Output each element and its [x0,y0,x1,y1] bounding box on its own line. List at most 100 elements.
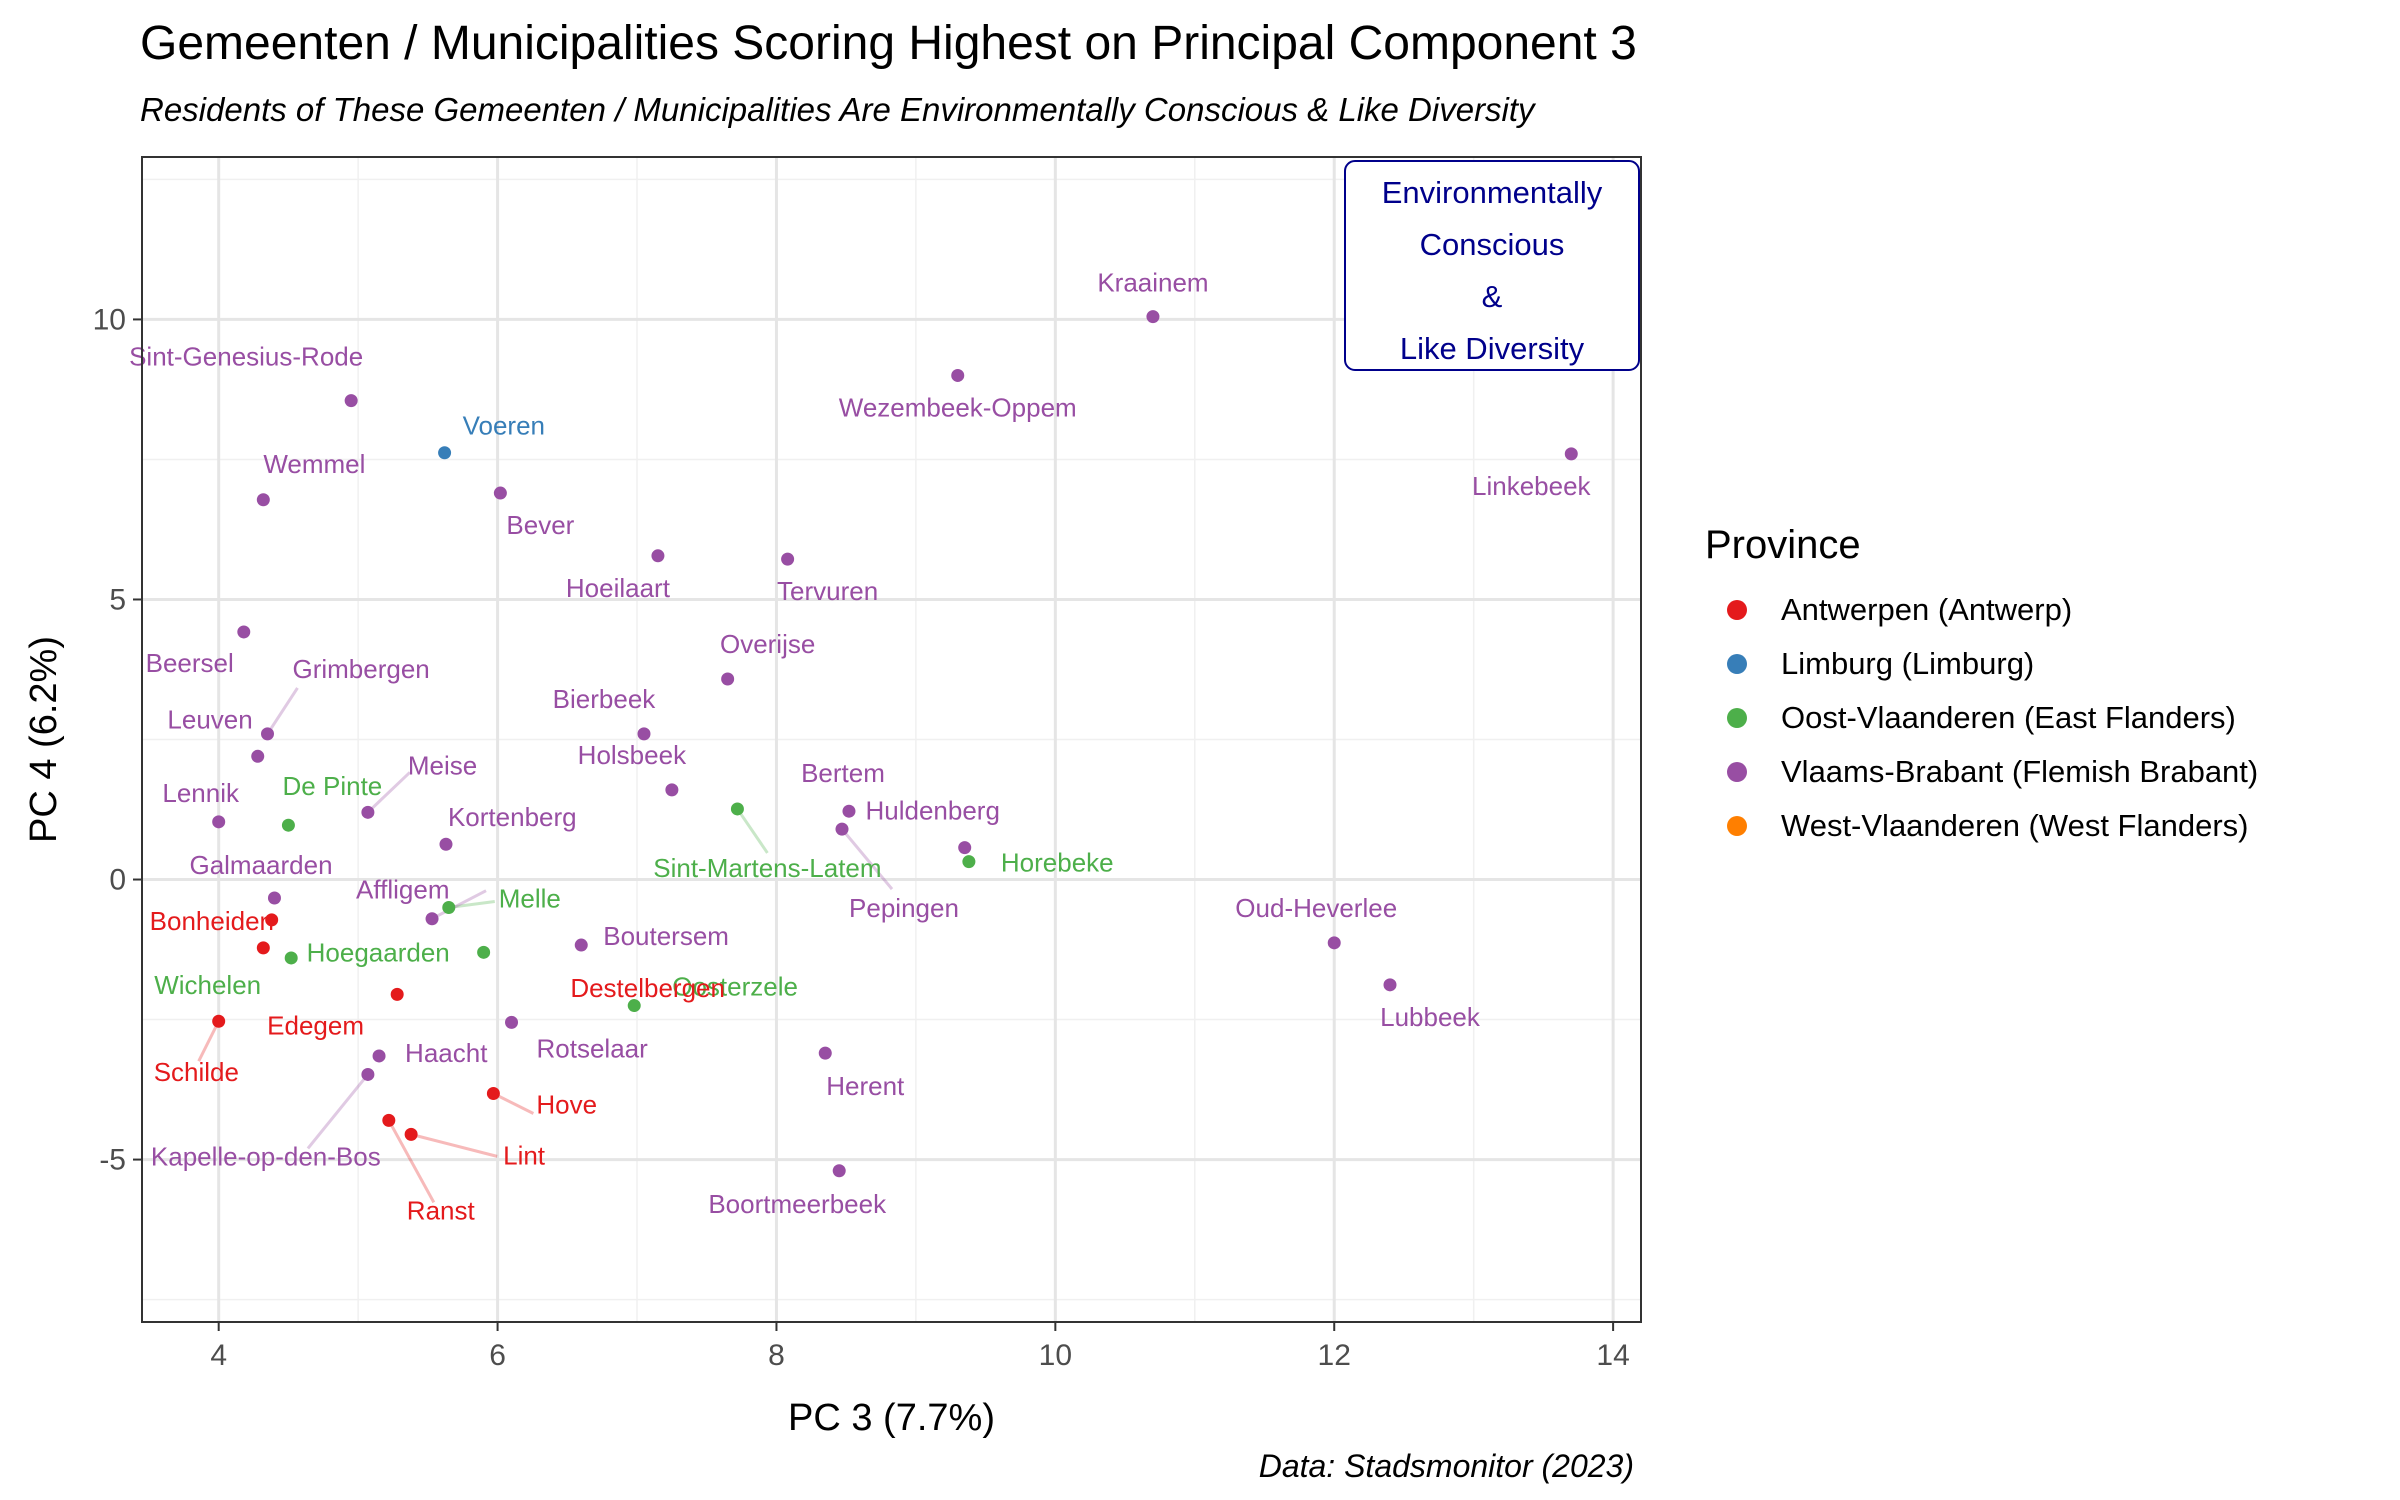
data-point [212,815,226,829]
data-point [962,855,976,869]
x-tick-label: 4 [210,1339,227,1372]
point-label: Grimbergen [292,654,429,684]
data-point [425,912,439,926]
label-leader-line [366,771,411,814]
data-point [361,805,375,819]
annotation-line: Like Diversity [1400,331,1585,366]
data-point [721,672,735,686]
legend-label: Antwerpen (Antwerp) [1781,592,2073,627]
data-point [251,749,265,763]
data-point [627,999,641,1013]
point-label: Bertem [801,758,885,788]
point-label: Sint-Genesius-Rode [129,342,363,372]
annotation-line: & [1482,279,1503,314]
y-tick-label: 0 [109,864,126,897]
point-label: Sint-Martens-Latem [653,853,881,883]
data-point [265,913,279,927]
point-label: Herent [826,1071,905,1101]
point-label: Huldenberg [865,796,999,826]
data-point [1327,936,1341,950]
x-tick-label: 8 [768,1339,785,1372]
point-label: Beersel [146,648,234,678]
data-point [438,446,452,460]
legend-item: West-Vlaanderen (West Flanders) [1705,799,2258,853]
point-label: Oosterzele [672,972,798,1002]
y-tick-label: 5 [109,583,126,616]
point-label: Voeren [463,411,545,441]
label-leader-line [840,828,894,891]
data-point [439,837,453,851]
legend-label: West-Vlaanderen (West Flanders) [1781,808,2249,843]
y-tick-label: -5 [99,1144,126,1177]
x-tick-label: 14 [1596,1339,1629,1372]
legend-swatch [1727,708,1747,728]
point-label: Galmaarden [189,850,332,880]
label-leader-line [448,900,495,910]
data-points [212,310,1578,1178]
data-point [958,841,972,855]
data-point [382,1113,396,1127]
data-point [477,945,491,959]
data-point [212,1014,226,1028]
data-point [842,804,856,818]
data-point [1564,447,1578,461]
point-label: Lennik [162,778,240,808]
data-point [493,486,507,500]
legend-label: Vlaams-Brabant (Flemish Brabant) [1781,754,2259,789]
label-leader-line [306,1073,370,1150]
data-point [835,822,849,836]
point-label: Boutersem [603,921,729,951]
legend-swatch [1727,654,1747,674]
label-leader-line [197,1020,221,1062]
axis-ticks: 4 6 8 10 12 14 -5 0 5 10 [93,303,1630,1372]
point-label: De Pinte [283,771,383,801]
data-point [665,783,679,797]
point-label: Lubbeek [1380,1002,1481,1032]
data-point [267,891,281,905]
point-label: Oud-Heverlee [1235,893,1397,923]
x-tick-label: 12 [1318,1339,1351,1372]
point-label: Pepingen [849,893,959,923]
point-label: Kraainem [1097,268,1208,298]
data-point [781,552,795,566]
point-label: Kortenberg [448,802,577,832]
label-leader-line [410,1132,498,1158]
legend-items: Antwerpen (Antwerp) Limburg (Limburg) Oost… [1705,583,2258,853]
annotation-box: Environmentally Conscious & Like Diversity [1344,160,1640,371]
x-tick-label: 6 [489,1339,506,1372]
label-leader-line [736,808,769,854]
point-label: Haacht [405,1038,488,1068]
data-point [237,625,251,639]
point-label: Hoeilaart [566,573,671,603]
point-labels: Kraainem Wezembeek-Oppem Linkebeek Sint-Gen… [129,268,1591,1226]
data-point [284,951,298,965]
point-label: Hoegaarden [307,937,450,967]
point-label: Linkebeek [1472,471,1592,501]
point-label: Bierbeek [553,684,657,714]
point-label: Ranst [407,1195,476,1225]
point-label: Melle [499,884,561,914]
point-label: Rotselaar [537,1033,649,1063]
data-point [404,1127,418,1141]
x-axis-title: PC 3 (7.7%) [788,1397,995,1439]
label-leader-line [431,889,487,921]
point-label: Destelbergen [570,973,725,1003]
data-source-caption: Data: Stadsmonitor (2023) [1258,1448,1634,1484]
legend-swatch [1727,600,1747,620]
data-point [361,1067,375,1081]
label-leader-line [387,1119,436,1204]
data-point [281,818,295,832]
point-label: Holsbeek [578,740,687,770]
point-label: Wemmel [263,449,365,479]
annotation-line: Environmentally [1382,175,1603,210]
legend-swatch [1727,762,1747,782]
legend-item: Oost-Vlaanderen (East Flanders) [1705,691,2258,745]
point-label: Kapelle-op-den-Bos [151,1141,381,1171]
plot-frame [141,156,1642,1323]
label-leader-lines [197,687,894,1204]
legend-label: Oost-Vlaanderen (East Flanders) [1781,700,2236,735]
point-label: Leuven [167,704,252,734]
point-label: Affligem [356,875,449,905]
y-tick-label: 10 [93,303,126,336]
